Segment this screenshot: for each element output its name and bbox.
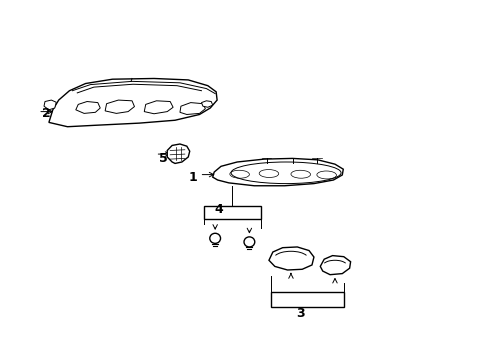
- Polygon shape: [268, 247, 313, 270]
- Polygon shape: [167, 144, 189, 163]
- Text: 2: 2: [42, 107, 51, 120]
- Polygon shape: [105, 100, 134, 113]
- Polygon shape: [180, 103, 205, 114]
- Polygon shape: [44, 100, 56, 110]
- Bar: [271, 292, 343, 307]
- Polygon shape: [212, 158, 343, 186]
- Polygon shape: [49, 78, 217, 127]
- Polygon shape: [76, 102, 100, 113]
- Text: 5: 5: [159, 152, 168, 165]
- Text: 1: 1: [188, 171, 197, 184]
- Bar: [204, 206, 260, 219]
- Polygon shape: [320, 256, 350, 275]
- Text: 4: 4: [214, 203, 223, 216]
- Text: 3: 3: [296, 307, 305, 320]
- Polygon shape: [201, 101, 212, 107]
- Polygon shape: [144, 101, 173, 114]
